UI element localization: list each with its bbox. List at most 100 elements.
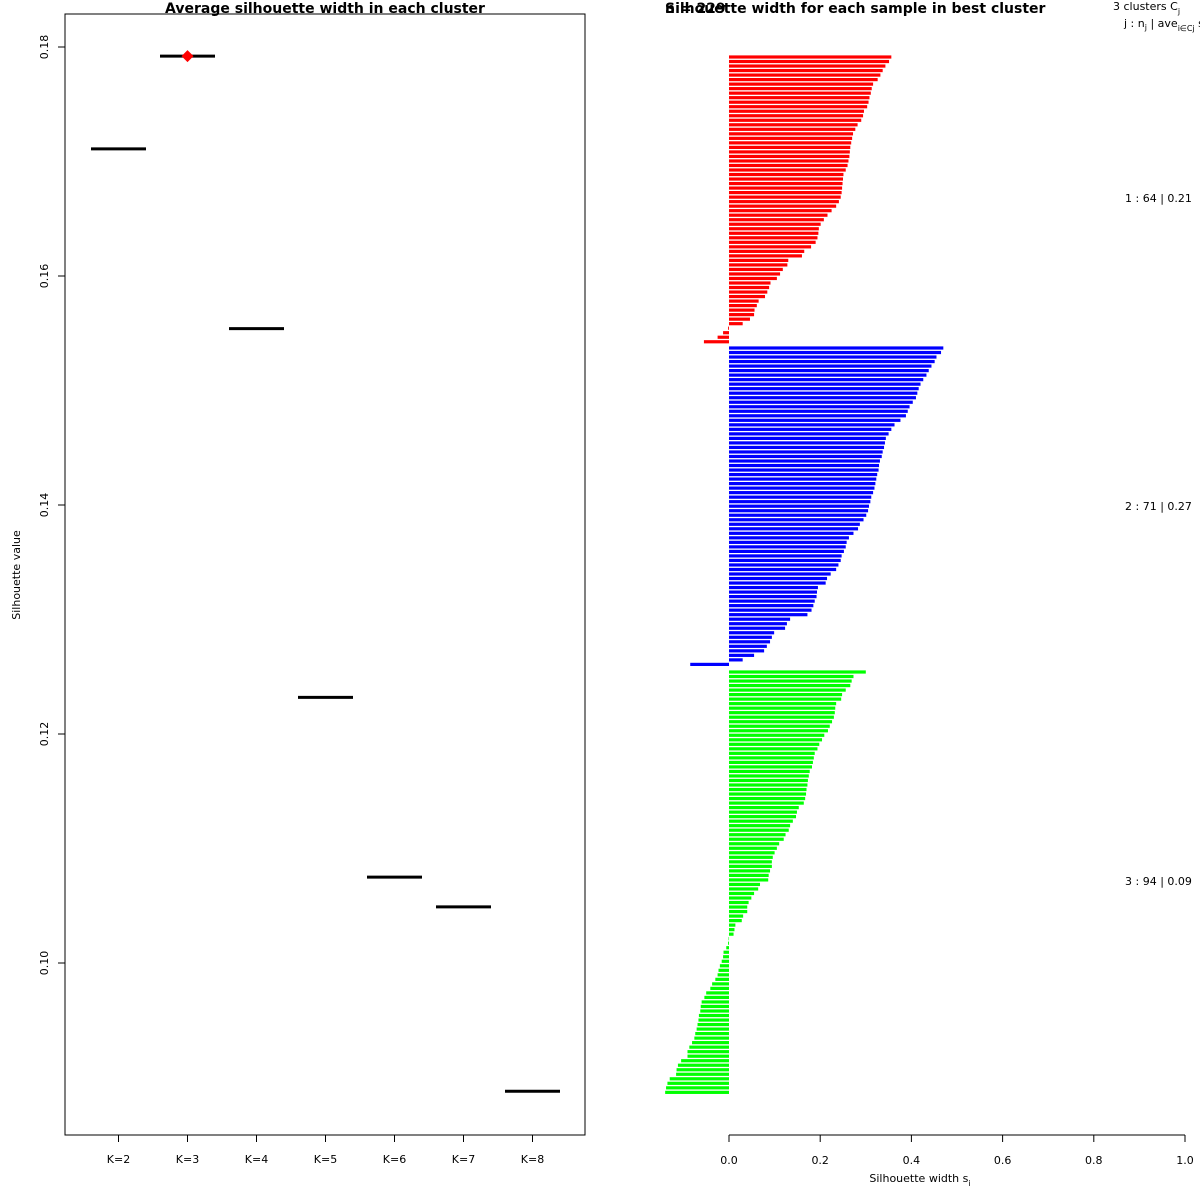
right-x-axis: 0.0 0.2 0.4 0.6 0.8 1.0 (720, 1134, 1194, 1167)
silhouette-bar (729, 855, 773, 859)
silhouette-bar (729, 724, 830, 728)
silhouette-bar (729, 294, 766, 299)
left-plot-box (64, 13, 586, 1136)
silhouette-bar (729, 423, 895, 427)
silhouette-bar (729, 522, 860, 526)
silhouette-bar (729, 459, 880, 463)
silhouette-bar (729, 378, 924, 382)
silhouette-bar (729, 819, 793, 823)
silhouette-bar (729, 649, 765, 653)
silhouette-bar (729, 141, 852, 145)
silhouette-bar (729, 796, 806, 801)
silhouette-bar (729, 258, 789, 262)
silhouette-bar (729, 742, 820, 746)
silhouette-bar (729, 711, 835, 715)
silhouette-bar (729, 688, 846, 692)
silhouette-bar (729, 240, 816, 244)
silhouette-bar (729, 631, 775, 635)
y-tick-label: 0.10 (38, 951, 51, 976)
silhouette-bar (729, 567, 837, 572)
silhouette-bar (723, 955, 729, 959)
silhouette-bar (681, 1059, 729, 1063)
silhouette-bar (729, 810, 797, 814)
silhouette-bar (729, 290, 768, 294)
silhouette-bar (729, 608, 812, 612)
silhouette-bar (729, 576, 828, 581)
silhouette-bar (698, 1018, 729, 1022)
silhouette-bar (729, 209, 832, 213)
left-title: Average silhouette width in each cluster (165, 1, 485, 17)
silhouette-bar (729, 373, 927, 377)
silhouette-bar (729, 747, 818, 751)
silhouette-bar (710, 986, 729, 990)
silhouette-bar (729, 150, 850, 154)
y-tick-label: 0.12 (38, 722, 51, 747)
x-tick-label: K=8 (521, 1153, 544, 1166)
silhouette-bar (729, 581, 826, 585)
silhouette-bar (729, 554, 842, 558)
silhouette-bar (728, 326, 729, 330)
silhouette-bar (729, 285, 770, 290)
silhouette-bar (729, 267, 783, 272)
silhouette-bar (729, 127, 856, 131)
silhouette-bar (703, 340, 729, 344)
silhouette-bar (723, 950, 729, 954)
silhouette-bar (715, 977, 729, 981)
x-tick-label: 0.8 (1085, 1154, 1103, 1167)
silhouette-bar (729, 769, 810, 774)
silhouette-bar (694, 1036, 729, 1040)
silhouette-bar (729, 227, 819, 231)
silhouette-bar (729, 405, 910, 409)
silhouette-bar (729, 73, 881, 77)
silhouette-bar (729, 281, 771, 285)
silhouette-bar (729, 842, 780, 846)
silhouette-bar (729, 91, 871, 95)
silhouette-bar (729, 679, 852, 683)
x-tick-label: K=6 (383, 1153, 406, 1166)
cluster-label: 2 : 71 | 0.27 (1125, 500, 1192, 513)
silhouette-bar (729, 427, 892, 431)
silhouette-bar (729, 765, 812, 769)
silhouette-bar (729, 706, 836, 710)
silhouette-bar (695, 1032, 729, 1036)
silhouette-bar (729, 172, 844, 177)
silhouette-bar (729, 815, 797, 819)
silhouette-bar (729, 181, 843, 186)
silhouette-bar (729, 613, 808, 617)
left-panel: Average silhouette width in each cluster… (10, 1, 586, 1166)
silhouette-bar (704, 995, 729, 1000)
silhouette-bar (729, 177, 843, 181)
right-title: Silhouette width for each sample in best… (665, 1, 1046, 17)
silhouette-bar (729, 824, 791, 828)
silhouette-bar (729, 454, 882, 459)
silhouette-bar (729, 833, 786, 837)
silhouette-bar (729, 504, 869, 508)
y-tick-label: 0.14 (38, 493, 51, 518)
silhouette-bar (729, 792, 807, 796)
silhouette-bar (729, 670, 866, 674)
silhouette-bar (729, 168, 846, 172)
silhouette-bar (729, 536, 849, 540)
silhouette-bar (729, 905, 748, 909)
silhouette-bar (729, 218, 824, 222)
silhouette-bar (676, 1068, 729, 1072)
silhouette-bar (719, 964, 729, 968)
silhouette-bar (729, 355, 937, 359)
silhouette-bar (729, 418, 901, 422)
silhouette-bar (729, 313, 755, 317)
silhouette-bar (729, 778, 808, 783)
silhouette-bar (717, 335, 729, 339)
x-tick-label: K=2 (107, 1153, 130, 1166)
silhouette-bar (690, 662, 729, 666)
silhouette-bar (729, 346, 944, 350)
silhouette-bar (729, 563, 839, 567)
silhouette-bar (729, 132, 854, 136)
silhouette-bar (729, 350, 942, 355)
silhouette-bar (687, 1050, 729, 1054)
left-y-label: Silhouette value (10, 530, 23, 620)
best-k-marker (181, 50, 194, 63)
silhouette-bar (729, 445, 885, 450)
silhouette-bar (666, 1086, 729, 1090)
legend-header: 3 clusters Cj j : nj | avei∈Cj si (1113, 0, 1200, 33)
